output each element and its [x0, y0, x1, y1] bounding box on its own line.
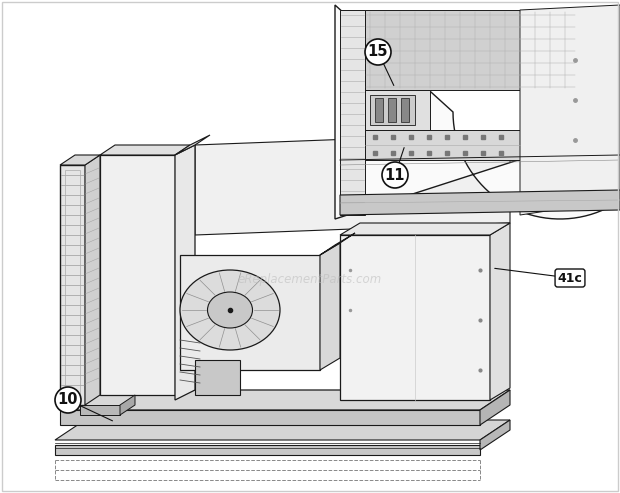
Polygon shape [175, 135, 210, 155]
Polygon shape [60, 165, 85, 405]
Polygon shape [60, 410, 480, 425]
Polygon shape [365, 130, 520, 160]
Text: 41c: 41c [557, 272, 582, 284]
Polygon shape [55, 445, 480, 455]
Polygon shape [100, 155, 175, 395]
Polygon shape [401, 98, 409, 122]
Polygon shape [480, 420, 510, 450]
Polygon shape [180, 255, 320, 370]
Text: eReplacementParts.com: eReplacementParts.com [238, 274, 382, 286]
Polygon shape [80, 405, 120, 415]
Polygon shape [340, 10, 365, 215]
Polygon shape [175, 145, 195, 400]
Polygon shape [388, 98, 396, 122]
Polygon shape [60, 390, 510, 410]
Polygon shape [100, 145, 190, 155]
Text: 11: 11 [385, 168, 405, 182]
Ellipse shape [180, 270, 280, 350]
Polygon shape [340, 190, 620, 215]
Polygon shape [490, 223, 510, 400]
Circle shape [382, 162, 408, 188]
Circle shape [55, 387, 81, 413]
Polygon shape [55, 420, 510, 440]
Polygon shape [480, 390, 510, 425]
Polygon shape [195, 360, 240, 395]
Polygon shape [195, 133, 510, 235]
Polygon shape [365, 10, 570, 90]
Polygon shape [320, 233, 355, 255]
Polygon shape [120, 395, 135, 415]
Polygon shape [370, 95, 415, 125]
Polygon shape [340, 223, 510, 235]
Polygon shape [340, 235, 490, 400]
Polygon shape [85, 155, 100, 405]
Text: 10: 10 [58, 392, 78, 408]
Ellipse shape [208, 292, 252, 328]
Circle shape [365, 39, 391, 65]
Polygon shape [60, 155, 100, 165]
Polygon shape [365, 90, 430, 130]
Polygon shape [320, 243, 340, 370]
Polygon shape [375, 98, 383, 122]
Polygon shape [520, 5, 620, 215]
Polygon shape [335, 5, 620, 219]
Text: 15: 15 [368, 44, 388, 60]
